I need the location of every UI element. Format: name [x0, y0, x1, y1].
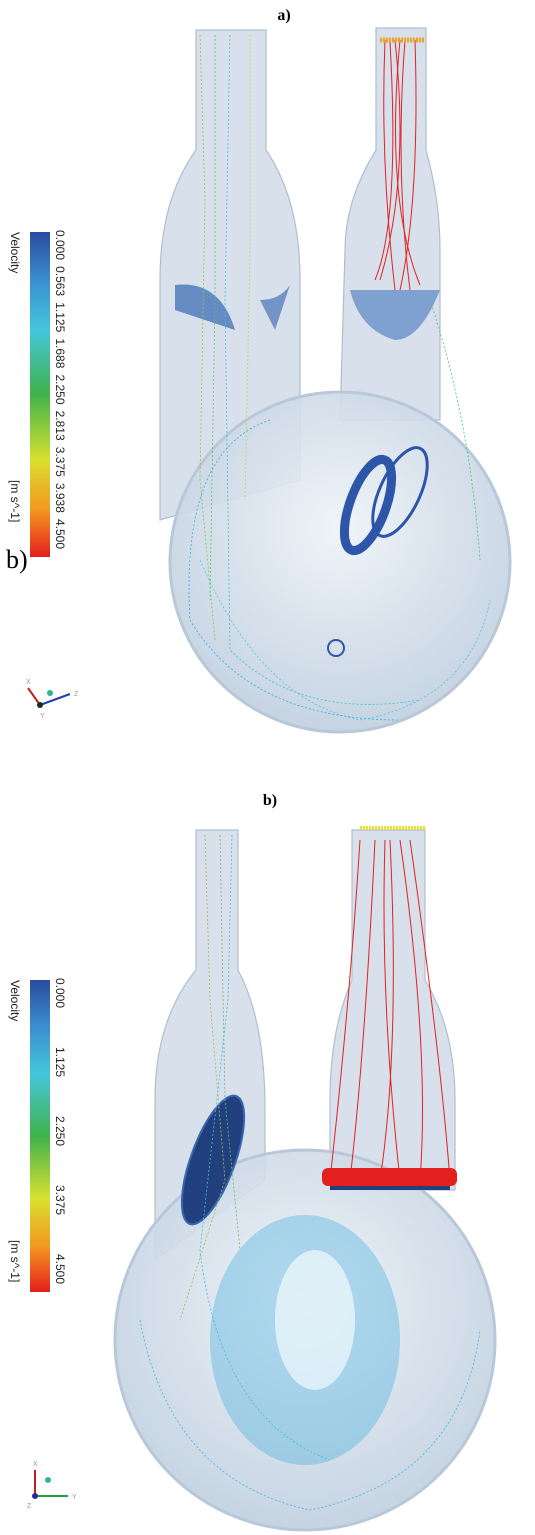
colorbar-tick-label: 2.813 [53, 411, 67, 441]
panel-b: b) [8, 792, 495, 1530]
colorbar-tick-label: 1.688 [53, 338, 67, 368]
colorbar-ticks: 0.000 1.125 2.250 3.375 4.500 [53, 978, 67, 1284]
colorbar-tick-label: 4.500 [53, 1254, 67, 1284]
colorbar-tick-label: 3.938 [53, 483, 67, 513]
colorbar-unit: [m s^-1] [8, 480, 22, 522]
colorbar-tick-label: 0.000 [53, 230, 67, 260]
figure: a) [0, 0, 535, 1535]
geometry [115, 828, 495, 1530]
axis-label: X [33, 1461, 38, 1468]
colorbar-tick-label: 4.500 [53, 519, 67, 549]
axis-label: Z [74, 691, 79, 698]
colorbar-tick-label: 1.125 [53, 302, 67, 332]
panel-label: a) [277, 7, 290, 24]
colorbar-tick-label: 0.000 [53, 978, 67, 1008]
colorbar-title: Velocity [8, 232, 22, 273]
axis-triad: X Y Z [27, 1461, 77, 1510]
colorbar-tick-label: 2.250 [53, 1116, 67, 1146]
colorbar [30, 980, 50, 1292]
panel-label: b) [263, 792, 277, 809]
axis-label: Y [72, 1494, 77, 1501]
colorbar-title: Velocity [8, 980, 22, 1021]
axis-label: Z [27, 1503, 32, 1510]
colorbar [30, 232, 50, 557]
axis-triad: X Y Z [26, 679, 79, 720]
colorbar-tick-label: 3.375 [53, 447, 67, 477]
colorbar-tick-label: 3.375 [53, 1185, 67, 1215]
inset-label: b) [6, 545, 28, 574]
geometry [160, 28, 510, 732]
colorbar-tick-label: 1.125 [53, 1047, 67, 1077]
colorbar-tick-label: 2.250 [53, 375, 67, 405]
panel-a: a) [6, 7, 510, 732]
axis-label: Y [40, 713, 45, 720]
colorbar-tick-label: 0.563 [53, 266, 67, 296]
colorbar-ticks: 0.000 0.563 1.125 1.688 2.250 2.813 3.375 3.938… [53, 230, 67, 549]
axis-label: X [26, 679, 31, 686]
colorbar-unit: [m s^-1] [8, 1240, 22, 1282]
